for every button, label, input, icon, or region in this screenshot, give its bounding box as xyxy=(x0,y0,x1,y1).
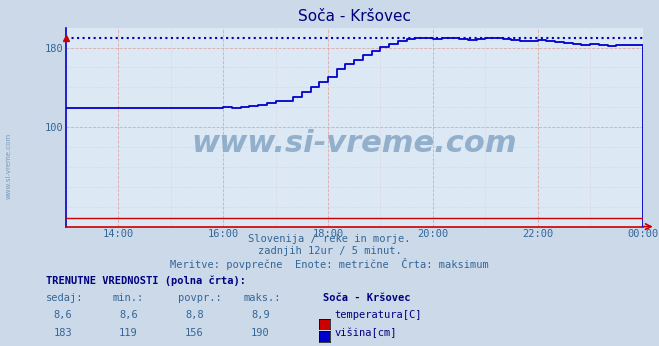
Text: zadnjih 12ur / 5 minut.: zadnjih 12ur / 5 minut. xyxy=(258,246,401,256)
Text: 156: 156 xyxy=(185,328,204,338)
Text: TRENUTNE VREDNOSTI (polna črta):: TRENUTNE VREDNOSTI (polna črta): xyxy=(46,275,246,285)
Text: višina[cm]: višina[cm] xyxy=(335,328,397,338)
Text: 183: 183 xyxy=(53,328,72,338)
Title: Soča - Kršovec: Soča - Kršovec xyxy=(298,9,411,24)
Text: Meritve: povprečne  Enote: metrične  Črta: maksimum: Meritve: povprečne Enote: metrične Črta:… xyxy=(170,258,489,270)
Text: Soča - Kršovec: Soča - Kršovec xyxy=(323,293,411,303)
Text: www.si-vreme.com: www.si-vreme.com xyxy=(191,129,517,157)
Text: 8,9: 8,9 xyxy=(251,310,270,320)
Text: temperatura[C]: temperatura[C] xyxy=(335,310,422,320)
Text: 190: 190 xyxy=(251,328,270,338)
Text: 8,6: 8,6 xyxy=(119,310,138,320)
Text: Slovenija / reke in morje.: Slovenija / reke in morje. xyxy=(248,234,411,244)
Text: min.:: min.: xyxy=(112,293,143,303)
Text: 8,8: 8,8 xyxy=(185,310,204,320)
Text: www.si-vreme.com: www.si-vreme.com xyxy=(5,133,11,199)
Text: 8,6: 8,6 xyxy=(53,310,72,320)
Text: 119: 119 xyxy=(119,328,138,338)
Text: sedaj:: sedaj: xyxy=(46,293,84,303)
Text: povpr.:: povpr.: xyxy=(178,293,221,303)
Text: maks.:: maks.: xyxy=(244,293,281,303)
